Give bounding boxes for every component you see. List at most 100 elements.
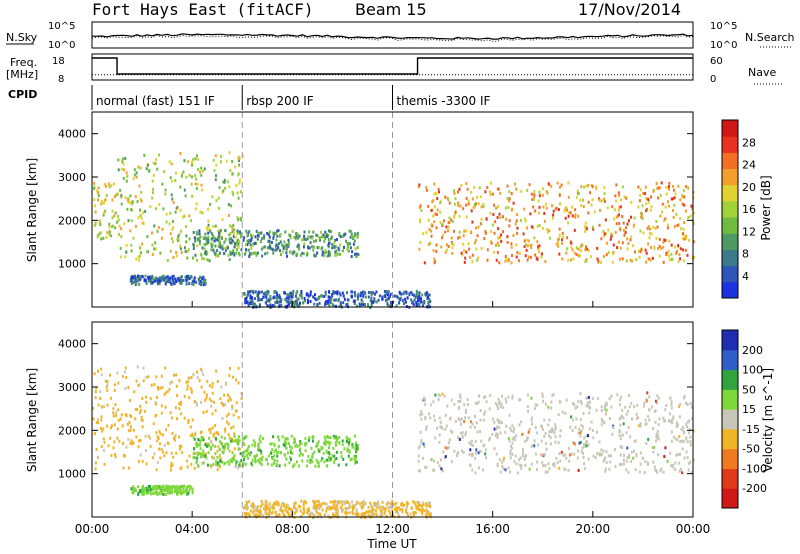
echo-cell <box>600 423 603 427</box>
echo-cell <box>685 234 688 238</box>
echo-cell <box>493 427 496 431</box>
echo-cell <box>169 381 172 385</box>
echo-cell <box>232 425 235 429</box>
echo-cell <box>353 299 356 303</box>
echo-cell <box>324 237 327 240</box>
echo-cell <box>665 253 668 257</box>
echo-cell <box>381 513 384 517</box>
echo-cell <box>164 366 167 370</box>
echo-cell <box>421 412 424 416</box>
echo-cell <box>157 437 160 440</box>
echo-cell <box>198 242 201 246</box>
echo-cell <box>224 247 227 251</box>
echo-cell <box>417 454 420 458</box>
echo-cell <box>348 242 351 246</box>
echo-cell <box>235 439 237 443</box>
echo-cell <box>135 379 138 383</box>
echo-cell <box>333 240 336 244</box>
x-tick-label: 04:00 <box>175 522 210 536</box>
echo-cell <box>313 450 316 454</box>
echo-cell <box>647 463 649 467</box>
echo-cell <box>309 511 312 515</box>
echo-cell <box>439 201 442 205</box>
echo-cell <box>135 489 138 493</box>
echo-cell <box>220 442 223 445</box>
colorbar-swatch <box>722 488 738 509</box>
echo-cell <box>228 151 231 155</box>
echo-cell <box>303 242 306 246</box>
echo-cell <box>686 420 689 424</box>
echo-cell <box>273 501 276 505</box>
echo-cell <box>261 237 263 241</box>
echo-cell <box>515 187 518 191</box>
echo-cell <box>541 226 544 230</box>
echo-cell <box>233 447 236 451</box>
echo-cell <box>526 436 529 440</box>
echo-cell <box>678 404 681 408</box>
echo-cell <box>270 442 273 446</box>
echo-cell <box>339 293 342 297</box>
echo-cell <box>431 200 434 204</box>
echo-cell <box>331 454 334 458</box>
echo-cell <box>689 402 692 405</box>
echo-cell <box>253 513 256 517</box>
echo-cell <box>577 431 580 435</box>
echo-cell <box>580 399 582 403</box>
echo-cell <box>273 461 275 465</box>
colorbar-tick-label: 24 <box>742 159 756 172</box>
echo-cell <box>361 300 364 304</box>
echo-cell <box>102 236 105 240</box>
echo-cell <box>345 500 348 504</box>
echo-cell <box>195 280 198 284</box>
echo-cell <box>679 452 681 456</box>
echo-cell <box>448 201 451 205</box>
echo-cell <box>563 467 566 471</box>
echo-cell <box>461 434 464 438</box>
echo-cell <box>508 439 511 443</box>
echo-cell <box>223 180 226 184</box>
echo-cell <box>154 402 157 406</box>
echo-cell <box>665 404 668 408</box>
echo-cell <box>327 302 330 306</box>
echo-cell <box>464 256 467 260</box>
echo-cell <box>421 304 424 308</box>
echo-cell <box>118 224 121 228</box>
echo-cell <box>670 418 673 422</box>
echo-cell <box>240 459 243 463</box>
echo-cell <box>174 277 177 281</box>
echo-cell <box>581 446 584 450</box>
echo-cell <box>369 299 372 303</box>
echo-cell <box>470 439 473 443</box>
echo-cell <box>170 461 173 465</box>
echo-cell <box>587 211 590 215</box>
echo-cell <box>269 295 272 298</box>
echo-cell <box>125 171 128 175</box>
echo-cell <box>465 182 468 185</box>
echo-cell <box>677 184 680 188</box>
echo-cell <box>666 223 669 227</box>
echo-cell <box>328 296 331 299</box>
echo-cell <box>669 451 672 455</box>
echo-cell <box>154 241 157 245</box>
echo-cell <box>664 419 667 423</box>
echo-cell <box>313 254 316 258</box>
echo-cell <box>582 198 584 202</box>
echo-cell <box>353 235 356 239</box>
echo-cell <box>657 434 659 438</box>
echo-cell <box>299 301 301 305</box>
echo-cell <box>200 435 203 439</box>
echo-cell <box>130 425 132 429</box>
echo-cell <box>262 507 265 511</box>
echo-cell <box>335 457 338 460</box>
echo-cell <box>604 405 606 409</box>
echo-cell <box>276 454 279 458</box>
echo-cell <box>207 442 210 446</box>
echo-cell <box>465 203 468 207</box>
echo-cell <box>248 301 251 305</box>
echo-cell <box>247 452 250 455</box>
echo-cell <box>248 290 251 294</box>
echo-cell <box>580 450 583 453</box>
echo-cell <box>137 485 139 489</box>
echo-cell <box>169 249 172 253</box>
echo-cell <box>285 506 288 510</box>
